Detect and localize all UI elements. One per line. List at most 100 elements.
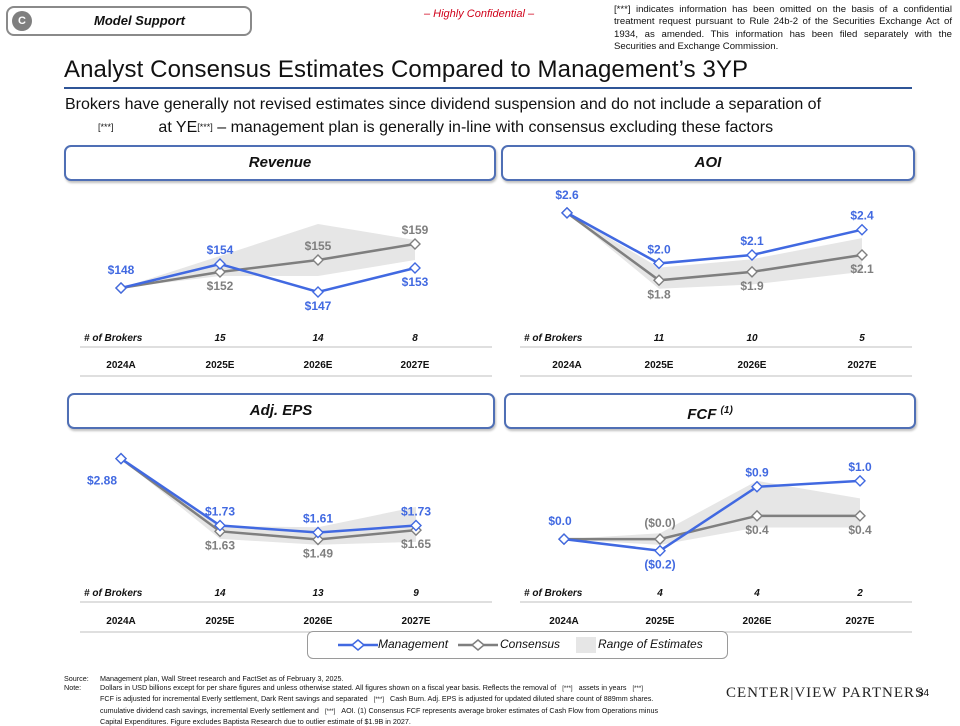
fcf-range-band [564, 480, 860, 545]
aoi-management-label: $2.1 [740, 234, 764, 248]
subtitle-text: – management plan is generally in-line w… [217, 119, 774, 136]
eps-management-point [410, 519, 422, 532]
fcf-management-label: $0.9 [745, 466, 769, 480]
fcf-chart-header: FCF (1) [504, 393, 916, 429]
note-text: cumulative dividend cash savings, increm… [100, 705, 319, 715]
aoi-consensus-point [653, 274, 665, 287]
page-number: 34 [918, 688, 930, 699]
eps-broker-count: 13 [312, 588, 324, 599]
note-text: Dollars in USD billions except for per s… [100, 683, 557, 693]
eps-year-tick: 2027E [402, 616, 431, 627]
eps-management-point [312, 526, 324, 539]
fcf-consensus-label: ($0.0) [644, 516, 675, 530]
revenue-management-label: $148 [108, 263, 135, 277]
aoi-year-tick: 2024A [552, 360, 581, 371]
aoi-management-point [856, 223, 868, 236]
eps-chart-header: Adj. EPS [67, 393, 495, 429]
eps-chart-title: Adj. EPS [249, 402, 313, 419]
range-legend-swatch [576, 637, 596, 653]
fcf-year-tick: 2025E [646, 616, 675, 627]
eps-year-tick: 2025E [206, 616, 235, 627]
revenue-consensus-label: $152 [207, 279, 234, 293]
revenue-management-point [409, 262, 421, 274]
chart-legend: Management Consensus Range of Estimates [307, 631, 728, 659]
aoi-broker-count: 5 [859, 333, 865, 344]
eps-broker-count: 9 [413, 588, 419, 599]
note-text: Capital Expenditures. Figure excludes Ba… [100, 716, 411, 726]
revenue-broker-count: 15 [214, 333, 226, 344]
eps-consensus-label: $1.65 [401, 537, 431, 551]
eps-management-line [120, 457, 417, 534]
note-text: assets in years [578, 683, 627, 693]
consensus-legend-marker [458, 639, 498, 651]
fcf-management-label: ($0.2) [644, 558, 675, 572]
eps-management-point [115, 452, 127, 465]
eps-consensus-line [120, 457, 417, 541]
revenue-consensus-point [409, 238, 421, 250]
fcf-management-point [558, 533, 570, 546]
aoi-chart-header: AOI [501, 145, 915, 181]
revenue-year-tick: 2027E [401, 360, 430, 371]
eps-consensus-label: $1.63 [205, 538, 235, 552]
eps-range-band [121, 458, 416, 545]
revenue-management-line [120, 262, 416, 294]
fcf-management-point [654, 544, 666, 557]
revenue-year-tick: 2026E [304, 360, 333, 371]
fcf-consensus-point [654, 533, 666, 546]
source-text: Management plan, Wall Street research an… [100, 674, 344, 683]
section-letter-badge: C [12, 11, 32, 31]
aoi-year-tick: 2026E [738, 360, 767, 371]
fcf-management-point [751, 480, 763, 493]
revenue-chart-title: Revenue [248, 154, 312, 171]
eps-management-point [214, 519, 226, 532]
confidential-label: – Highly Confidential – [424, 8, 535, 20]
source-label: Source: [64, 674, 89, 683]
fcf-management-line [563, 479, 861, 553]
fcf-chart-title: FCF [687, 406, 717, 423]
aoi-year-tick: 2025E [645, 360, 674, 371]
aoi-brokers-label: # of Brokers [524, 333, 583, 344]
redaction-marker: [***] [324, 708, 336, 715]
aoi-management-point [746, 249, 758, 261]
note-text: Cash Burn. Adj. EPS is adjusted for upda… [390, 694, 654, 704]
omission-note: [***] indicates information has been omi… [614, 4, 952, 52]
eps-management-label: $2.88 [87, 474, 117, 488]
fcf-broker-count: 4 [656, 588, 663, 599]
aoi-consensus-label: $1.9 [740, 279, 764, 293]
eps-year-tick: 2024A [106, 616, 135, 627]
revenue-broker-count: 8 [412, 333, 418, 344]
aoi-management-label: $2.0 [647, 242, 671, 256]
revenue-management-point [214, 258, 226, 270]
aoi-consensus-line [566, 211, 863, 282]
revenue-year-tick: 2024A [106, 360, 135, 371]
eps-brokers-label: # of Brokers [84, 588, 143, 599]
fcf-year-tick: 2024A [549, 616, 578, 627]
aoi-chart-title: AOI [694, 154, 722, 171]
fcf-consensus-point [751, 509, 763, 522]
redaction-marker: [***] [632, 686, 643, 693]
management-legend-label: Management [378, 637, 449, 651]
aoi-consensus-point [746, 265, 758, 278]
redaction-marker: [***] [562, 686, 573, 693]
aoi-consensus-label: $2.1 [850, 262, 874, 276]
revenue-management-label: $147 [305, 299, 332, 313]
aoi-management-point [653, 257, 665, 270]
section-label: Model Support [94, 13, 185, 28]
revenue-management-label: $153 [402, 275, 429, 289]
note-text: AOI. (1) Consensus FCF represents averag… [341, 705, 659, 715]
fcf-consensus-point [854, 509, 866, 522]
eps-management-label: $1.61 [303, 512, 333, 526]
eps-management-label: $1.73 [401, 505, 431, 519]
aoi-broker-count: 10 [746, 333, 758, 344]
redaction-marker: [***] [373, 697, 384, 704]
revenue-chart-header: Revenue [64, 145, 496, 181]
revenue-consensus-point [312, 254, 324, 266]
fcf-consensus-line [564, 514, 860, 541]
revenue-broker-count: 14 [312, 333, 324, 344]
aoi-range-band [567, 212, 862, 289]
fcf-footnote-marker: (1) [720, 405, 733, 416]
redaction-marker: [***] [197, 122, 213, 132]
subtitle-line-2: [***] at YE[***] – management plan is ge… [98, 119, 773, 137]
fcf-broker-count: 2 [856, 588, 863, 599]
source-notes: Source: Management plan, Wall Street rese… [64, 674, 704, 726]
